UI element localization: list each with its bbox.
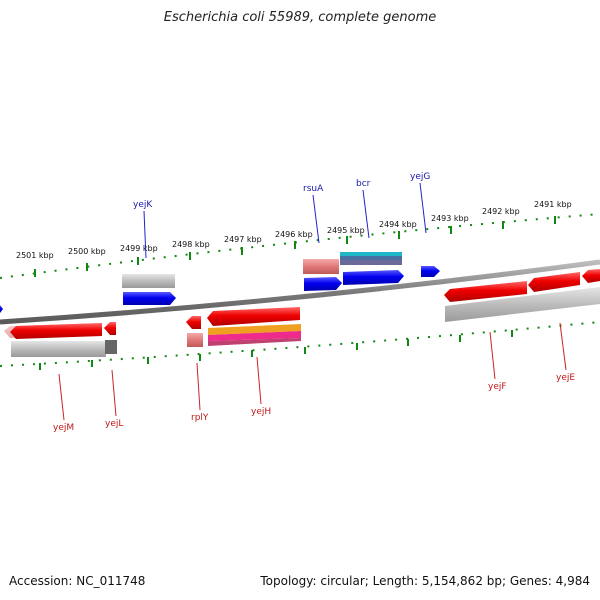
outer-scale-ticks <box>34 216 556 277</box>
feature-block <box>445 287 600 322</box>
feature-block <box>208 324 301 335</box>
feature-block <box>340 256 402 260</box>
gene-label[interactable]: yejL <box>105 419 123 429</box>
map-title: Escherichia coli 55989, complete genome <box>163 10 437 25</box>
gene-label[interactable]: yejF <box>488 382 507 392</box>
gene-label[interactable]: bcr <box>356 179 371 189</box>
reverse-gene-labels: yejM yejL rplY yejH yejF yejE <box>53 373 575 433</box>
gene-label[interactable]: yejH <box>251 407 271 417</box>
feature-block <box>122 274 175 288</box>
scale-label: 2498 kbp <box>172 240 210 249</box>
feature-block <box>303 259 339 274</box>
gene-arrow[interactable] <box>582 269 600 283</box>
gene-arrow[interactable] <box>528 272 580 292</box>
outer-scale-dots <box>0 213 600 279</box>
feature-block <box>208 338 301 346</box>
reverse-cds-track <box>4 269 600 339</box>
gene-label[interactable]: yejM <box>53 423 74 433</box>
scale-label: 2493 kbp <box>431 214 469 223</box>
gene-arrow[interactable] <box>421 266 440 277</box>
gene-label[interactable]: yejK <box>133 200 153 210</box>
scale-label: 2495 kbp <box>327 226 365 235</box>
topology-text: Topology: circular; Length: 5,154,862 bp… <box>260 574 590 588</box>
scale-label: 2496 kbp <box>275 230 313 239</box>
gene-arrow[interactable] <box>186 316 201 329</box>
gene-label[interactable]: yejE <box>556 373 575 383</box>
gene-arrow[interactable] <box>123 292 176 305</box>
gene-arrow[interactable] <box>0 305 3 313</box>
gene-arrow[interactable] <box>304 277 342 291</box>
gene-arrow[interactable] <box>10 323 102 339</box>
scale-label: 2492 kbp <box>482 207 520 216</box>
gene-label[interactable]: rsuA <box>303 184 324 194</box>
forward-cds-track <box>0 266 440 313</box>
scale-label: 2494 kbp <box>379 220 417 229</box>
gene-arrow[interactable] <box>207 307 300 326</box>
forward-gene-labels: yejK rsuA bcr yejG <box>133 172 430 210</box>
scale-label: 2491 kbp <box>534 200 572 209</box>
scale-labels: 2501 kbp 2500 kbp 2499 kbp 2498 kbp 2497… <box>16 200 572 260</box>
outer-scale <box>0 213 600 279</box>
gene-label[interactable]: rplY <box>191 413 209 423</box>
gene-arrow[interactable] <box>343 270 404 285</box>
feature-block <box>187 333 203 347</box>
inner-scale-dots <box>0 321 600 367</box>
feature-block <box>105 340 117 354</box>
accession-text: Accession: NC_011748 <box>9 574 146 588</box>
feature-block <box>340 252 402 256</box>
scale-label: 2500 kbp <box>68 247 106 256</box>
gene-arrow[interactable] <box>444 281 527 302</box>
feature-block <box>11 341 106 357</box>
gene-arrow[interactable] <box>104 322 116 335</box>
reverse-feature-track <box>11 287 600 357</box>
scale-label: 2499 kbp <box>120 244 158 253</box>
feature-block <box>340 260 402 265</box>
genome-backbone <box>0 259 600 325</box>
forward-leader-lines <box>143 182 427 259</box>
gene-label[interactable]: yejG <box>410 172 430 182</box>
inner-scale <box>0 321 600 370</box>
reverse-leader-lines <box>58 322 567 421</box>
inner-scale-ticks <box>39 330 513 370</box>
forward-feature-track <box>122 252 402 288</box>
scale-label: 2497 kbp <box>224 235 262 244</box>
feature-block <box>208 331 301 341</box>
scale-label: 2501 kbp <box>16 251 54 260</box>
